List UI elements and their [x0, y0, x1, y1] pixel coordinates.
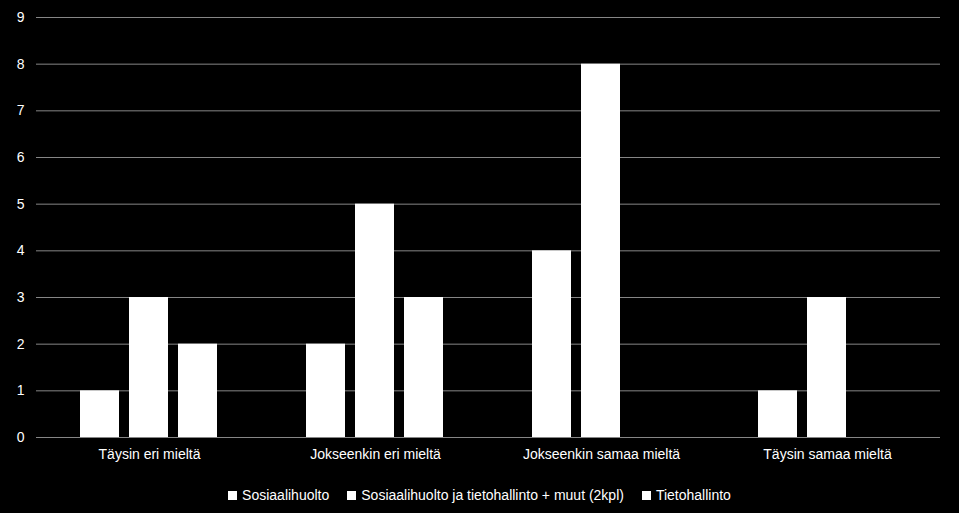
html-text:Sosiaalihuolto ja tietohallint: Sosiaalihuolto ja tietohallinto + muut (… [361, 487, 624, 503]
html-text:Sosiaalihuolto: Sosiaalihuolto [242, 487, 330, 503]
svg-text:1: 1 [17, 382, 25, 398]
svg-text:Jokseenkin samaa mieltä: Jokseenkin samaa mieltä [523, 446, 680, 462]
svg-text:7: 7 [17, 102, 25, 118]
svg-text:0: 0 [17, 429, 25, 445]
svg-text:Jokseenkin eri mieltä: Jokseenkin eri mieltä [310, 446, 441, 462]
svg-text:4: 4 [17, 242, 25, 258]
svg-text:8: 8 [17, 56, 25, 72]
svg-text:2: 2 [17, 336, 25, 352]
svg-text:Täysin eri mieltä: Täysin eri mieltä [99, 446, 201, 462]
svg-text:6: 6 [17, 149, 25, 165]
svg-text:Täysin samaa mieltä: Täysin samaa mieltä [763, 446, 892, 462]
svg-text:5: 5 [17, 196, 25, 212]
html-text:Tietohallinto: Tietohallinto [655, 487, 731, 503]
svg-text:3: 3 [17, 289, 25, 305]
svg-text:9: 9 [17, 9, 25, 25]
